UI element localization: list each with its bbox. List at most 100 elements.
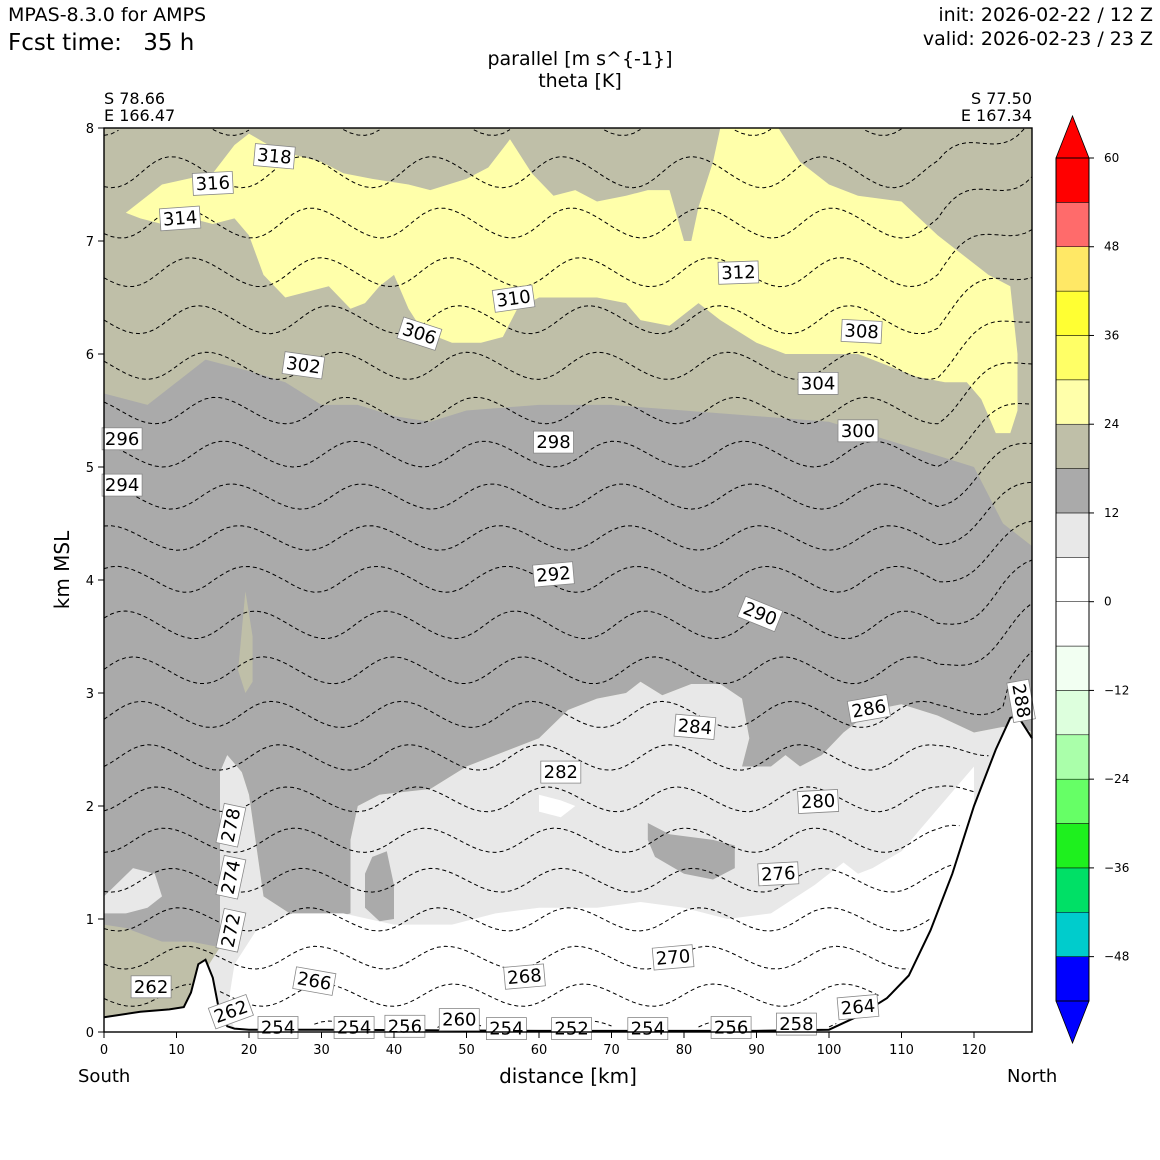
theta-line-264 [103,983,881,1007]
x-tick-label: 120 [962,1043,987,1058]
theta-label-box [281,351,326,380]
theta-line-288 [103,442,1033,510]
forecast-time-value: 35 h [143,30,195,56]
valid-time: valid: 2026-02-23 / 23 Z [922,28,1153,50]
theta-label-box [101,427,143,451]
x-tick-label: 90 [748,1043,765,1058]
colorbar-tick-label: −36 [1104,861,1129,875]
theta-label-30: 260 [438,1008,480,1031]
colorbar-swatch [1055,423,1090,469]
theta-label-box [191,170,234,196]
theta-label-5: 308 [840,318,883,344]
theta-label-box [292,966,337,996]
region-yellow-30-36 [125,128,1018,434]
theta-label-12: 294 [101,473,143,497]
theta-label-text: 282 [544,762,578,783]
colorbar-swatch [1055,778,1090,824]
theta-label-19: 280 [797,789,840,814]
x-tick-label: 80 [676,1043,693,1058]
theta-label-text: 310 [495,286,532,312]
theta-label-box [836,993,880,1021]
colorbar-swatch [1055,335,1090,381]
theta-label-text: 268 [507,965,543,989]
terrain-profile [103,714,1033,1032]
theta-line-278 [103,650,1033,728]
colorbar-tick-label: −24 [1104,772,1129,786]
theta-label-31: 258 [776,1012,817,1036]
theta-label-box [333,1016,375,1039]
theta-label-box [551,1017,592,1040]
theta-label-text: 276 [761,863,796,886]
theta-label-box [532,561,575,588]
left-endpoint-lat: S 78.66 [104,89,166,108]
colorbar-tick-label: 24 [1104,417,1119,431]
theta-label-2: 314 [158,205,202,232]
colorbar-swatch [1055,512,1090,558]
theta-label-3: 312 [717,260,760,285]
theta-line-298 [103,229,1033,288]
theta-line-282 [103,559,1033,640]
theta-label-text: 294 [105,475,139,496]
colorbar-swatch [1055,734,1090,780]
theta-label-35: 254 [333,1016,375,1039]
theta-label-21: 276 [757,861,800,887]
colorbar-swatch [1055,823,1090,869]
theta-label-box [710,1016,752,1039]
theta-label-11: 296 [101,427,143,451]
theta-label-box [717,260,760,285]
colorbar-swatch [1055,290,1090,336]
theta-label-24: 270 [651,944,695,971]
theta-label-text: 304 [801,373,835,394]
colorbar-swatch [1055,468,1090,514]
init-time: init: 2026-02-22 / 12 Z [938,4,1153,26]
theta-line-302 [103,127,1026,189]
theta-label-36: 254 [485,1017,527,1040]
chart-subtitle: theta [K] [538,70,622,92]
y-tick-label: 4 [86,574,94,589]
theta-label-17: 284 [673,713,717,741]
colorbar-extend-high [1055,114,1090,159]
theta-label-text: 280 [800,791,835,814]
theta-label-0: 318 [253,143,296,170]
theta-label-box [837,419,879,443]
x-tick-label: 70 [603,1043,620,1058]
theta-label-box [253,143,296,170]
theta-label-text: 254 [337,1018,371,1039]
theta-label-text: 252 [554,1019,588,1040]
region-spike-24-30 [238,591,253,693]
colorbar: 60 48 36 24 12 0 −12 −24 −36 −48 [1055,114,1129,1045]
theta-label-box [673,713,717,741]
plot-axes: 0 10 20 30 40 50 60 70 80 90 100 110 120 0 1 2 3 4 5 6 7 8 [86,122,1033,1058]
y-tick-label: 6 [86,348,94,363]
colorbar-tick-label: 0 [1104,595,1112,609]
theta-line-300 [103,176,1033,239]
theta-line-294 [103,320,1033,380]
theta-label-28: 262 [130,975,172,999]
theta-label-text: 264 [840,996,876,1020]
y-tick-label: 8 [86,122,94,137]
theta-label-text: 300 [841,421,875,442]
left-endpoint-lon: E 166.47 [104,106,176,125]
region-light-left-patch [104,868,162,914]
colorbar-tick-label: 36 [1104,328,1119,342]
y-tick-label: 3 [86,687,94,702]
x-tick-label: 110 [889,1043,914,1058]
colorbar-swatch [1055,645,1090,691]
theta-label-box [736,595,784,633]
theta-label-4: 310 [491,284,536,313]
theta-label-box [540,760,582,784]
forecast-time-label: Fcst time: [8,30,122,56]
theta-label-box [158,205,202,232]
theta-label-box [130,975,172,999]
theta-line-304 [103,128,902,136]
model-name: MPAS-8.3.0 for AMPS [8,4,207,26]
theta-label-9: 300 [837,419,879,443]
colorbar-swatch [1055,557,1090,602]
theta-label-25: 268 [503,963,546,990]
forecast-time: Fcst time: 35 h [8,30,194,56]
colorbar-tick-label: −48 [1104,950,1129,964]
colorbar-swatch [1055,867,1090,913]
theta-label-box [627,1017,669,1040]
theta-label-box [215,907,247,953]
y-tick-label: 2 [86,800,94,815]
